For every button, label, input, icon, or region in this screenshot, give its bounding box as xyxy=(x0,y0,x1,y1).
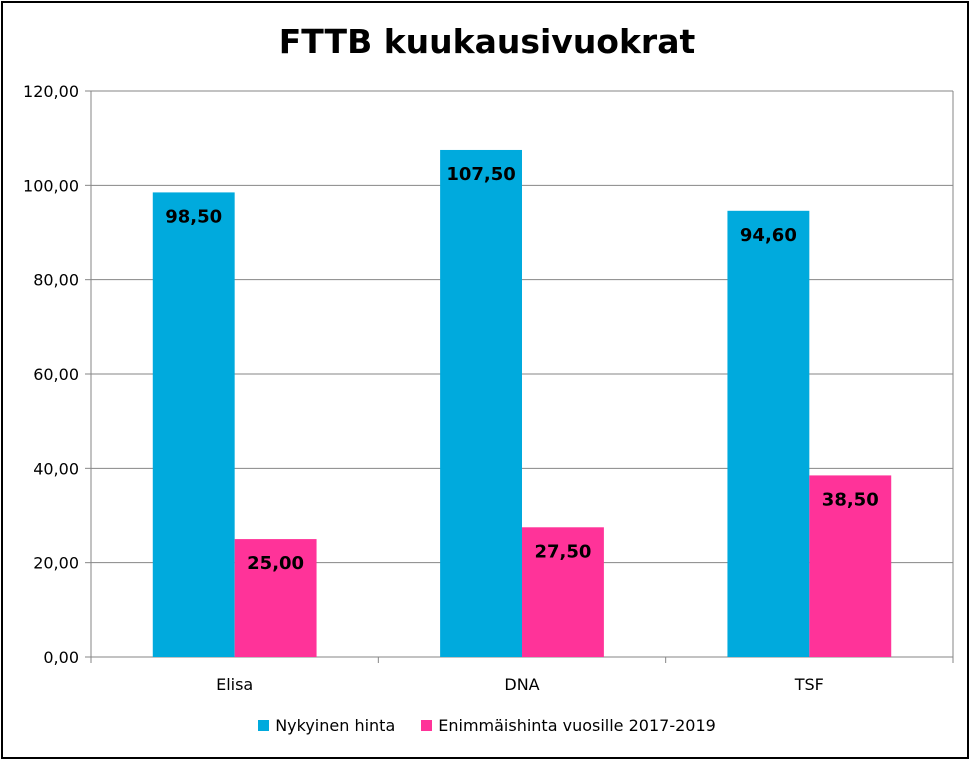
y-tick-label-1: 20,00 xyxy=(33,554,79,573)
x-tick-label-elisa: Elisa xyxy=(216,675,253,694)
bar-dna-series-2 xyxy=(522,527,604,657)
y-tick-label-2: 40,00 xyxy=(33,459,79,478)
legend-item-series-1: Nykyinen hinta xyxy=(258,716,395,735)
legend-label-series-1: Nykyinen hinta xyxy=(275,716,396,735)
bar-elisa-series-1 xyxy=(152,192,235,658)
y-tick-label-4: 80,00 xyxy=(33,271,79,290)
legend-swatch-series-1 xyxy=(258,720,270,731)
data-label-dna-series-1: 107,50 xyxy=(446,164,515,185)
data-label-elisa-series-1: 98,50 xyxy=(165,206,222,227)
y-tick-label-5: 100,00 xyxy=(23,176,79,195)
data-label-tsf-series-2: 38,50 xyxy=(822,489,879,510)
data-label-tsf-series-1: 94,60 xyxy=(740,225,797,246)
x-tick-label-dna: DNA xyxy=(504,675,539,694)
legend: Nykyinen hinta Enimmäishinta vuosille 20… xyxy=(0,716,974,735)
bar-dna-series-1 xyxy=(440,149,522,658)
bar-tsf-series-1 xyxy=(727,210,810,657)
data-label-elisa-series-2: 25,00 xyxy=(247,553,304,574)
y-tick-label-0: 0,00 xyxy=(43,648,79,667)
legend-label-series-2: Enimmäishinta vuosille 2017-2019 xyxy=(438,716,716,735)
data-label-dna-series-2: 27,50 xyxy=(534,541,591,562)
y-tick-label-3: 60,00 xyxy=(33,365,79,384)
legend-item-series-2: Enimmäishinta vuosille 2017-2019 xyxy=(421,716,716,735)
legend-swatch-series-2 xyxy=(421,720,433,731)
chart-title: FTTB kuukausivuokrat xyxy=(278,22,696,61)
bar-elisa-series-2 xyxy=(234,539,317,657)
bar-tsf-series-2 xyxy=(809,475,892,657)
x-tick-label-tsf: TSF xyxy=(794,675,824,694)
y-tick-label-6: 120,00 xyxy=(23,82,79,101)
